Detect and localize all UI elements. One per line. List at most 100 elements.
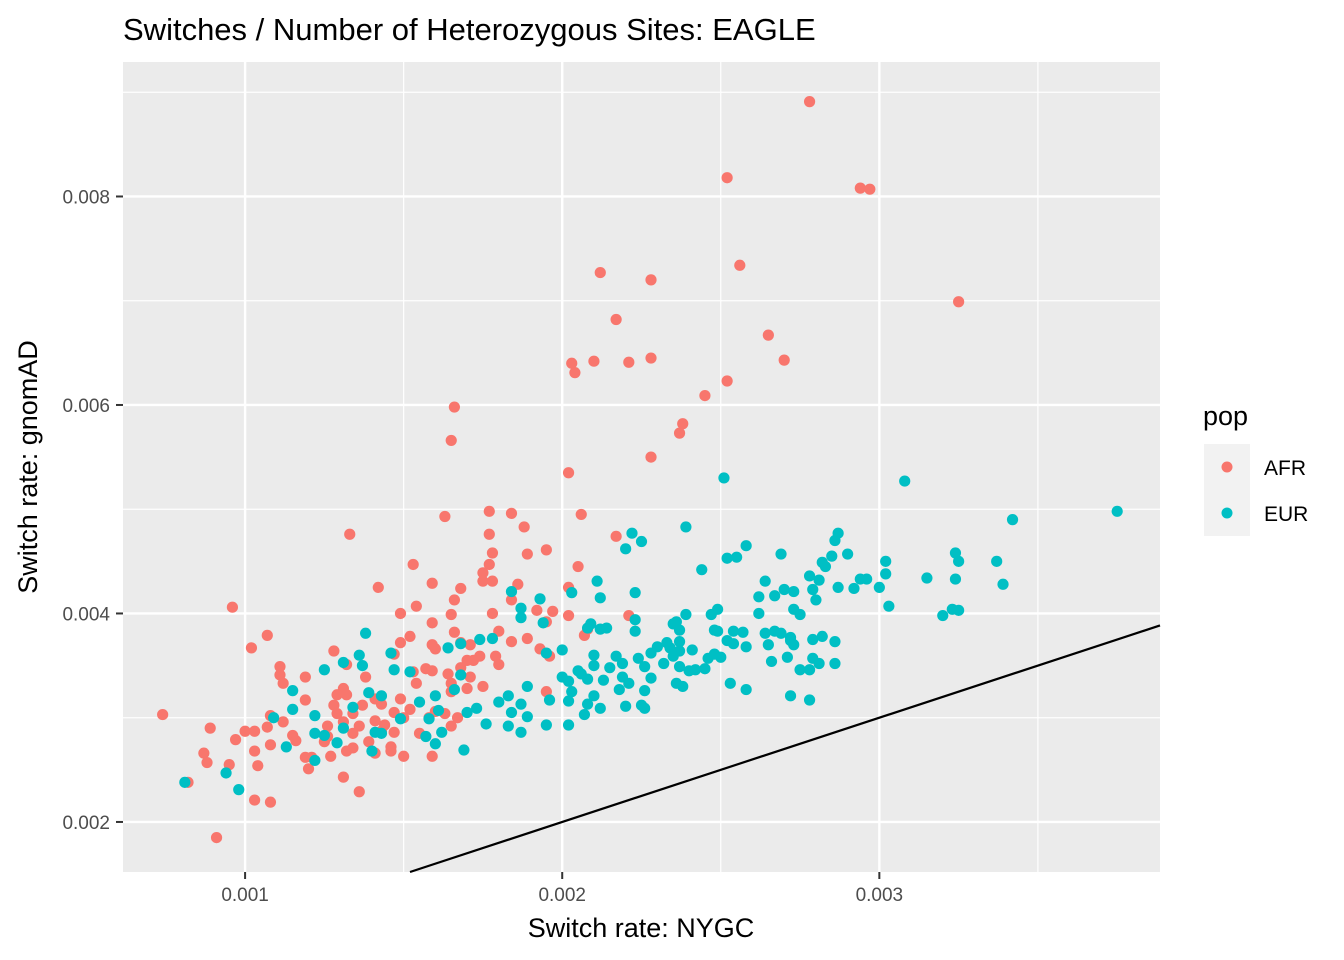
point-eur: [718, 472, 730, 484]
point-afr: [404, 630, 416, 643]
point-afr: [483, 528, 495, 540]
point-eur: [953, 555, 965, 567]
point-afr: [486, 607, 499, 620]
point-eur: [581, 622, 594, 634]
point-eur: [686, 644, 698, 656]
plot-panel: [123, 62, 1160, 872]
point-afr: [394, 637, 407, 649]
point-eur: [353, 649, 365, 661]
point-eur: [505, 706, 518, 719]
point-afr: [448, 401, 460, 413]
point-eur: [949, 573, 962, 585]
point-eur: [788, 603, 800, 615]
point-eur: [740, 540, 752, 552]
point-afr: [274, 661, 286, 673]
point-eur: [423, 713, 435, 725]
point-eur: [639, 702, 651, 714]
point-afr: [778, 354, 790, 366]
point-afr: [360, 671, 372, 683]
point-eur: [429, 738, 441, 750]
point-afr: [699, 389, 711, 402]
point-eur: [280, 741, 292, 753]
point-eur: [712, 625, 724, 637]
point-eur: [562, 675, 575, 687]
point-afr: [505, 636, 518, 648]
point-eur: [803, 694, 816, 706]
x-axis: 0.001 0.002 0.003: [221, 872, 903, 906]
point-eur: [813, 574, 825, 586]
x-tick-label: 0.003: [856, 885, 904, 906]
point-afr: [562, 609, 575, 622]
point-eur: [826, 550, 838, 562]
point-afr: [531, 604, 543, 616]
point-eur: [521, 711, 533, 723]
point-eur: [578, 708, 591, 721]
point-afr: [363, 736, 375, 748]
point-afr: [201, 756, 213, 769]
point-eur: [347, 701, 359, 713]
point-afr: [264, 739, 277, 751]
point-eur: [360, 627, 372, 639]
point-eur: [626, 527, 638, 539]
point-afr: [404, 703, 416, 715]
point-eur: [816, 630, 828, 643]
point-afr: [486, 575, 499, 587]
point-eur: [366, 745, 378, 757]
point-afr: [426, 617, 438, 629]
point-eur: [778, 583, 790, 596]
point-afr: [439, 510, 451, 523]
point-eur: [683, 665, 695, 677]
point-eur: [803, 664, 816, 676]
y-tick-label: 0.004: [62, 604, 110, 625]
point-eur: [502, 720, 514, 732]
point-afr: [369, 715, 381, 727]
point-eur: [813, 657, 825, 670]
point-afr: [721, 375, 733, 387]
point-eur: [623, 677, 635, 689]
point-eur: [880, 568, 892, 580]
point-eur: [613, 683, 625, 696]
point-eur: [515, 612, 527, 624]
point-afr: [477, 575, 489, 587]
point-afr: [461, 654, 473, 666]
y-tick-label: 0.008: [62, 187, 110, 208]
point-eur: [819, 560, 832, 573]
point-eur: [480, 718, 492, 730]
point-afr: [493, 625, 505, 637]
point-eur: [594, 592, 606, 604]
point-afr: [451, 712, 464, 724]
point-afr: [410, 600, 422, 612]
point-eur: [534, 593, 546, 605]
point-eur: [588, 659, 600, 672]
point-eur: [220, 767, 232, 779]
point-afr: [864, 183, 876, 195]
point-afr: [249, 794, 261, 806]
point-eur: [699, 663, 711, 675]
chart-title: Switches / Number of Heterozygous Sites:…: [123, 12, 816, 47]
point-eur: [788, 639, 800, 651]
point-afr: [762, 329, 774, 341]
point-eur: [556, 644, 568, 656]
point-eur: [521, 680, 533, 693]
point-eur: [721, 552, 733, 564]
point-eur: [493, 696, 505, 708]
point-eur: [680, 608, 692, 621]
point-afr: [372, 581, 384, 594]
point-eur: [363, 687, 375, 699]
point-afr: [486, 547, 499, 559]
point-eur: [632, 652, 644, 664]
point-afr: [455, 582, 467, 595]
legend-title: pop: [1203, 401, 1248, 431]
point-eur: [937, 609, 949, 622]
point-afr: [477, 680, 489, 693]
y-axis: 0.002 0.004 0.006 0.008: [62, 187, 123, 834]
point-eur: [404, 666, 416, 678]
point-eur: [287, 685, 299, 697]
y-tick-label: 0.002: [62, 813, 110, 834]
point-eur: [753, 591, 765, 603]
point-afr: [249, 725, 261, 737]
point-eur: [594, 702, 606, 714]
point-afr: [645, 451, 657, 463]
point-eur: [591, 575, 603, 587]
